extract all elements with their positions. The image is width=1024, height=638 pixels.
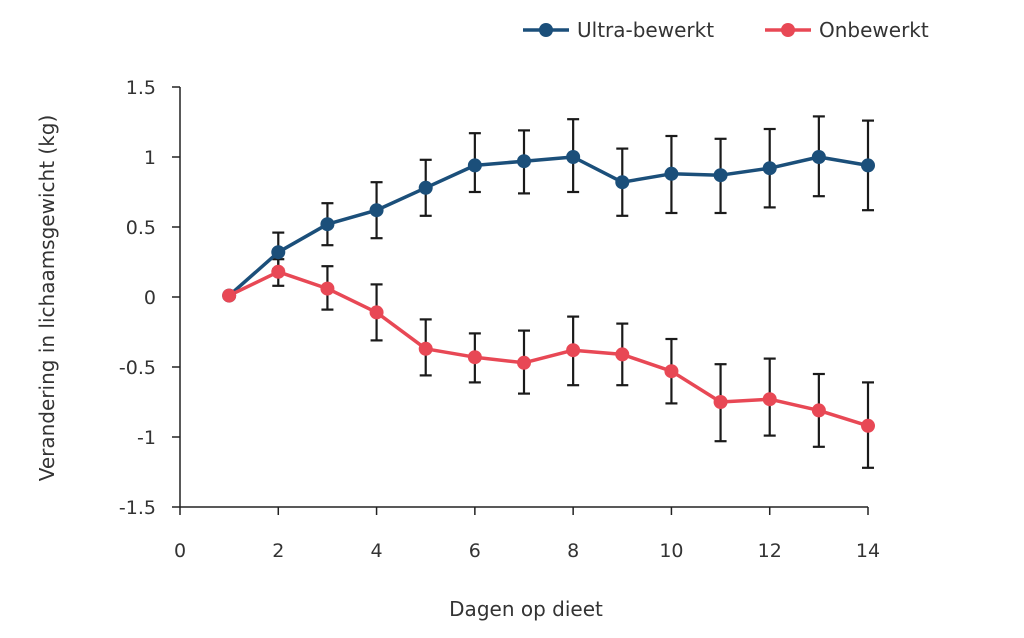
data-point — [566, 150, 581, 164]
data-point — [320, 281, 335, 296]
axes: 1.5 1 0.5 0 -0.5 -1 -1.5 0 2 4 6 8 10 12 14 — [119, 77, 880, 562]
data-point — [467, 158, 482, 173]
series-line-onbewerkt — [228, 270, 869, 428]
data-point — [615, 175, 630, 190]
data-point — [664, 166, 679, 181]
data-point — [615, 347, 630, 362]
data-point — [517, 154, 531, 169]
data-point — [467, 350, 482, 365]
y-tick-label: -1 — [137, 427, 156, 449]
x-tick-label: 14 — [856, 540, 880, 562]
data-point — [418, 180, 433, 195]
data-point — [320, 217, 335, 232]
legend-label: Ultra-bewerkt — [577, 18, 714, 42]
data-point — [369, 203, 384, 218]
y-tick-label: -0.5 — [119, 357, 156, 379]
data-point — [713, 395, 728, 409]
data-point — [271, 264, 286, 279]
data-point — [566, 343, 581, 358]
series-line-ultra-bewerkt — [227, 155, 869, 297]
data-point — [369, 305, 384, 320]
legend: Ultra-bewerkt Onbewerkt — [523, 18, 929, 42]
x-tick-label: 0 — [174, 540, 186, 562]
data-point — [517, 355, 531, 370]
x-tick-label: 8 — [567, 540, 579, 562]
legend-label: Onbewerkt — [819, 18, 929, 42]
data-point — [861, 158, 875, 173]
y-axis-title: Verandering in lichaamsgewicht (kg) — [35, 115, 59, 482]
x-tick-label: 6 — [469, 540, 481, 562]
data-point — [762, 392, 777, 407]
series-lines — [227, 155, 869, 428]
data-points — [222, 150, 875, 433]
y-tick-label: 0.5 — [126, 217, 156, 239]
data-point — [664, 364, 679, 379]
x-axis-title: Dagen op dieet — [449, 597, 603, 621]
x-tick-label: 4 — [371, 540, 383, 562]
x-tick-label: 12 — [758, 540, 782, 562]
data-point — [713, 168, 728, 183]
data-point — [811, 403, 826, 418]
data-point — [222, 288, 237, 303]
data-point — [811, 150, 826, 164]
legend-marker — [781, 23, 795, 37]
x-tick-label: 2 — [272, 540, 284, 562]
y-tick-label: 0 — [144, 287, 156, 309]
data-point — [762, 161, 777, 176]
y-tick-label: -1.5 — [119, 497, 156, 519]
error-bars — [272, 115, 874, 469]
data-point — [418, 341, 433, 356]
x-tick-label: 10 — [659, 540, 683, 562]
legend-marker — [539, 23, 553, 37]
y-tick-label: 1 — [144, 147, 156, 169]
data-point — [271, 245, 286, 260]
data-point — [861, 418, 875, 433]
y-tick-label: 1.5 — [126, 77, 156, 99]
